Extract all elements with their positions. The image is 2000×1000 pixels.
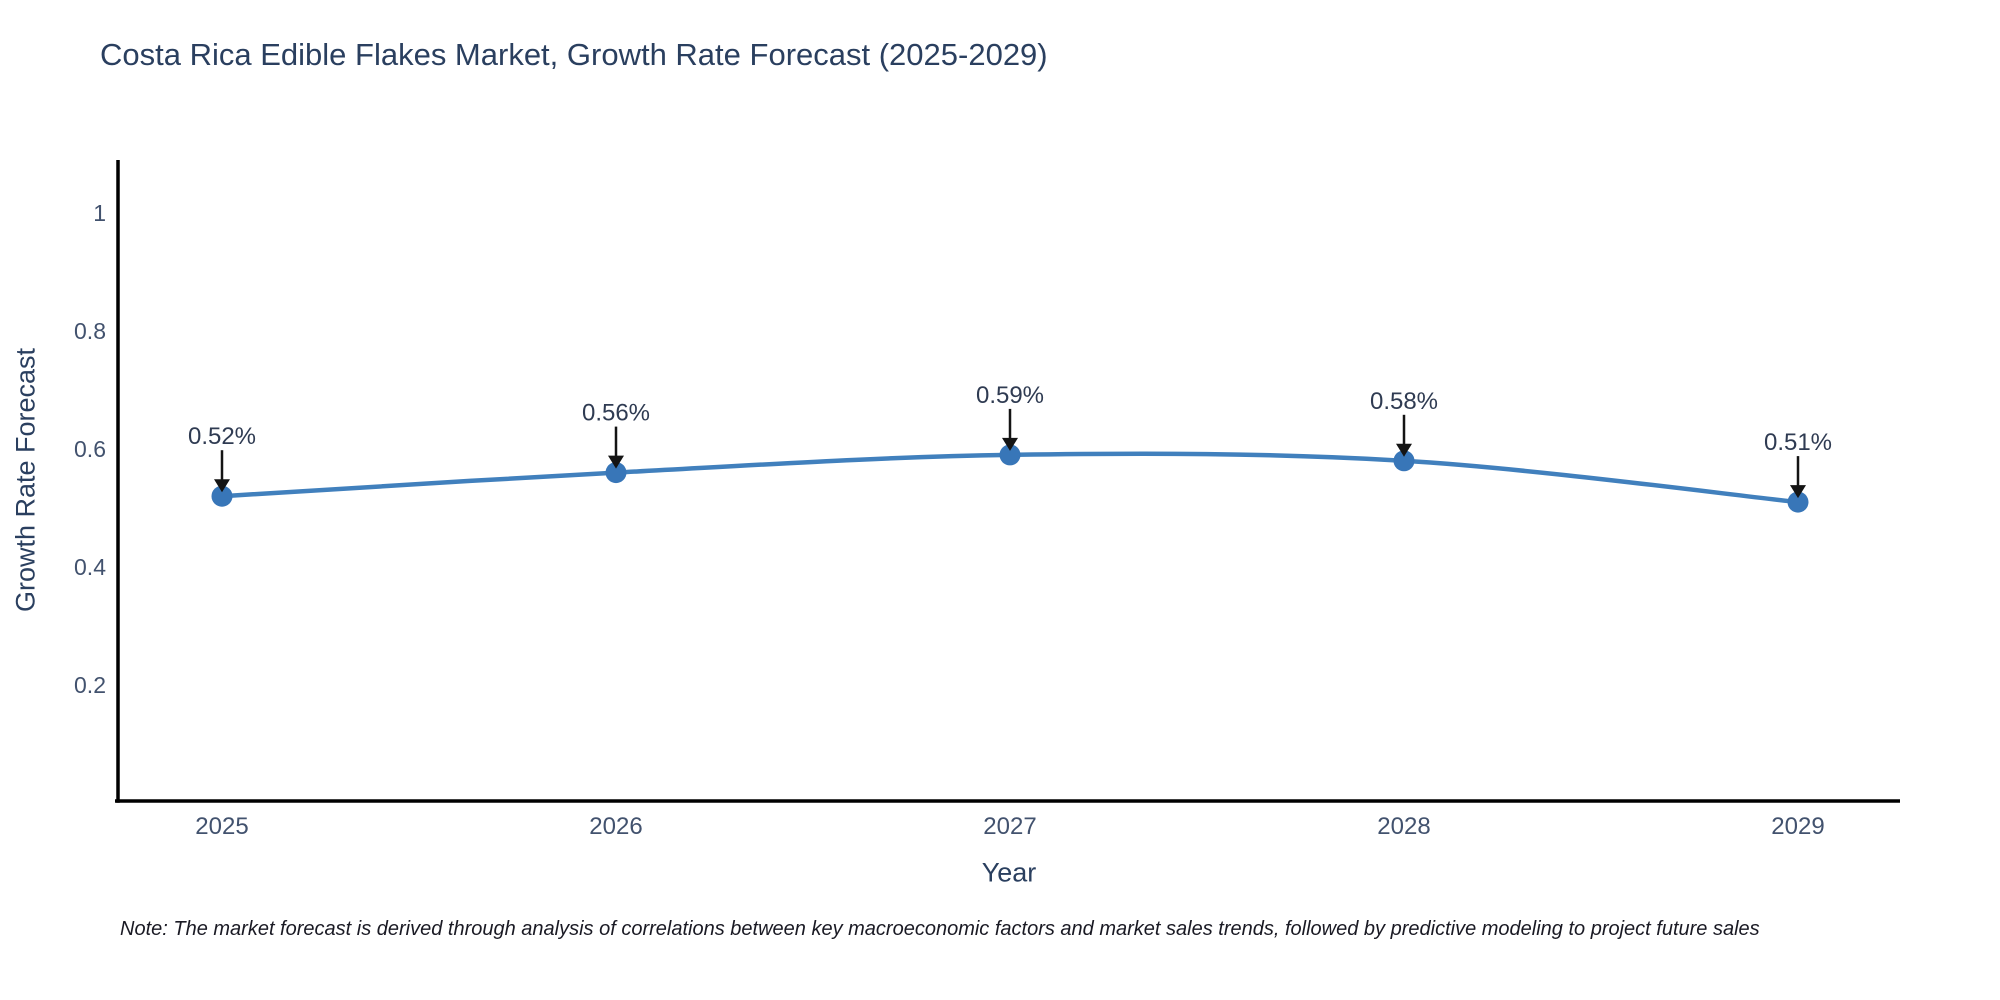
footnote: Note: The market forecast is derived thr… <box>120 918 1760 940</box>
x-tick-label: 2026 <box>589 813 642 840</box>
y-tick-label: 0.8 <box>74 318 106 344</box>
annotation-arrow-head <box>1396 443 1412 457</box>
data-point-label: 0.51% <box>1764 429 1832 456</box>
y-tick-label: 1 <box>93 200 106 226</box>
data-point <box>605 462 627 484</box>
data-point <box>1787 491 1809 513</box>
x-axis-title: Year <box>981 857 1037 888</box>
data-point <box>211 485 233 507</box>
data-point-label: 0.59% <box>976 382 1044 409</box>
chart-title: Costa Rica Edible Flakes Market, Growth … <box>100 37 1048 72</box>
annotation-arrow-head <box>214 479 230 493</box>
x-tick-label: 2029 <box>1771 813 1824 840</box>
annotation-arrow-head <box>1002 437 1018 451</box>
data-point <box>999 444 1021 466</box>
annotation-arrow-head <box>608 455 624 469</box>
y-tick-label: 0.2 <box>74 672 106 698</box>
data-point-label: 0.52% <box>188 423 256 450</box>
data-point-label: 0.56% <box>582 400 650 427</box>
x-tick-label: 2025 <box>195 813 248 840</box>
annotation-arrow-head <box>1790 485 1806 499</box>
data-point-label: 0.58% <box>1370 388 1438 415</box>
data-point <box>1393 450 1415 472</box>
y-tick-label: 0.4 <box>74 554 106 580</box>
x-tick-label: 2027 <box>983 813 1036 840</box>
y-tick-label: 0.6 <box>74 436 106 462</box>
x-tick-label: 2028 <box>1377 813 1430 840</box>
